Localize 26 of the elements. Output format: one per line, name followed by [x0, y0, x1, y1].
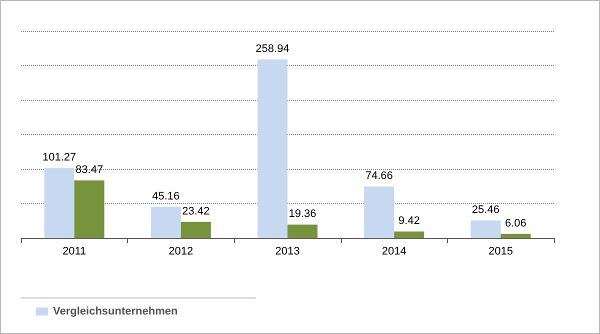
data-label: 83.47 — [76, 164, 104, 176]
data-label: 101.27 — [42, 152, 76, 164]
data-label: 45.16 — [152, 190, 180, 202]
bar — [180, 222, 211, 238]
bar — [500, 234, 531, 238]
bar — [150, 206, 181, 238]
data-label: 6.06 — [504, 217, 526, 230]
x-tick-label: 2015 — [488, 246, 513, 258]
bar — [288, 224, 318, 238]
data-label: 23.42 — [182, 205, 210, 218]
bar — [44, 168, 74, 238]
x-tick-label: 2014 — [382, 246, 406, 258]
data-label: 74.66 — [365, 170, 393, 182]
data-label: 9.42 — [398, 215, 420, 227]
data-label: 258.94 — [256, 42, 290, 55]
x-tick-label: 2012 — [168, 246, 194, 258]
bar — [74, 180, 104, 238]
bar — [258, 59, 288, 238]
legend-label: Vergleichsunternehmen — [53, 306, 178, 318]
x-tick-label: 2013 — [275, 246, 300, 258]
x-tick-label: 2011 — [62, 246, 86, 258]
data-label: 19.36 — [288, 208, 316, 220]
data-label: 25.46 — [472, 204, 500, 216]
bar — [470, 220, 501, 238]
bar — [364, 186, 394, 238]
bar — [394, 232, 424, 238]
